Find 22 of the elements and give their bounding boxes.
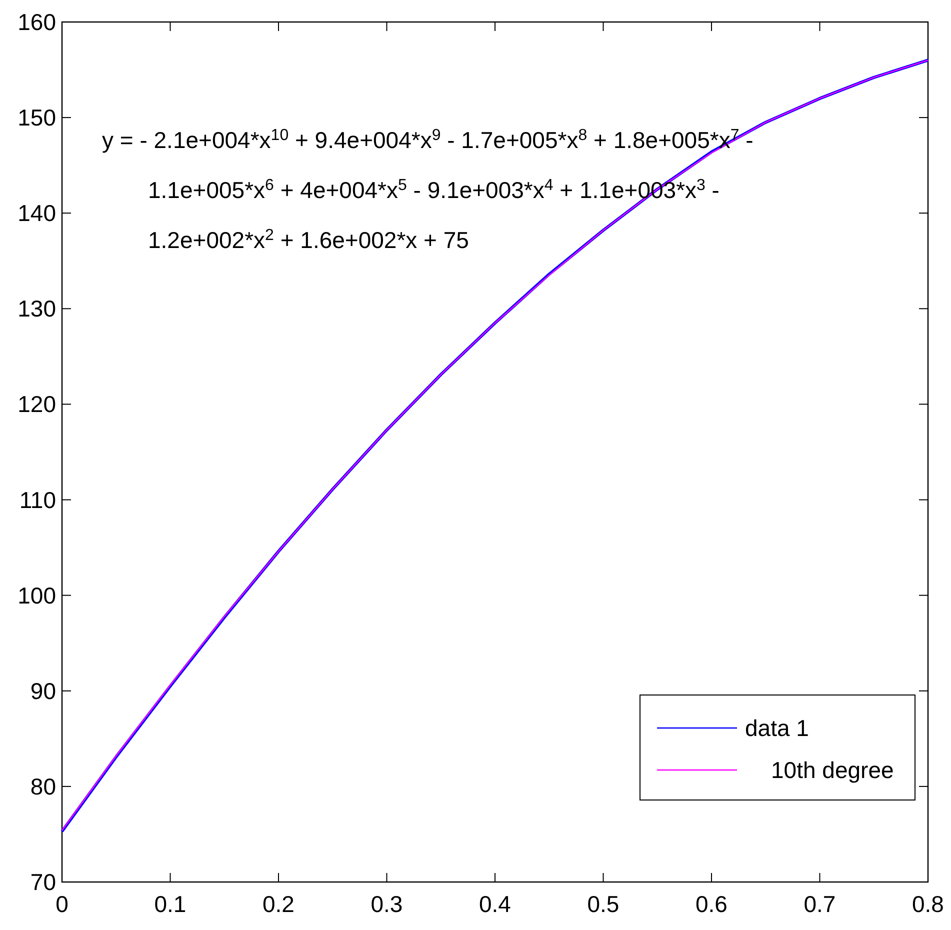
x-tick-label: 0.2 xyxy=(262,891,294,917)
x-tick-label: 0.8 xyxy=(912,891,944,917)
x-tick-label: 0.6 xyxy=(696,891,728,917)
x-tick-label: 0 xyxy=(56,891,68,917)
y-tick-label: 140 xyxy=(18,200,56,226)
y-tick-label: 120 xyxy=(18,391,56,418)
annotation: 1.2e+002*x$^{2}$ + 1.6e+002*x + 75 xyxy=(148,226,469,253)
y-tick-label: 100 xyxy=(18,582,56,608)
y-tick-label: 130 xyxy=(18,296,56,322)
y-tick-label: 70 xyxy=(30,869,56,895)
legend-label: data 1 xyxy=(745,715,809,741)
y-tick-label: 90 xyxy=(30,678,56,704)
legend-label: 10th degree xyxy=(771,757,894,783)
x-tick-label: 0.1 xyxy=(154,891,186,917)
y-tick-label: 160 xyxy=(18,9,56,35)
x-tick-label: 0.3 xyxy=(370,891,403,917)
x-tick-label: 0.7 xyxy=(804,891,836,917)
y-tick-label: 110 xyxy=(19,486,56,513)
x-tick-label: 0.4 xyxy=(479,891,512,917)
x-tick-label: 0.5 xyxy=(587,891,620,917)
y-tick-label: 80 xyxy=(30,773,56,800)
y-tick-label: 150 xyxy=(18,104,56,131)
